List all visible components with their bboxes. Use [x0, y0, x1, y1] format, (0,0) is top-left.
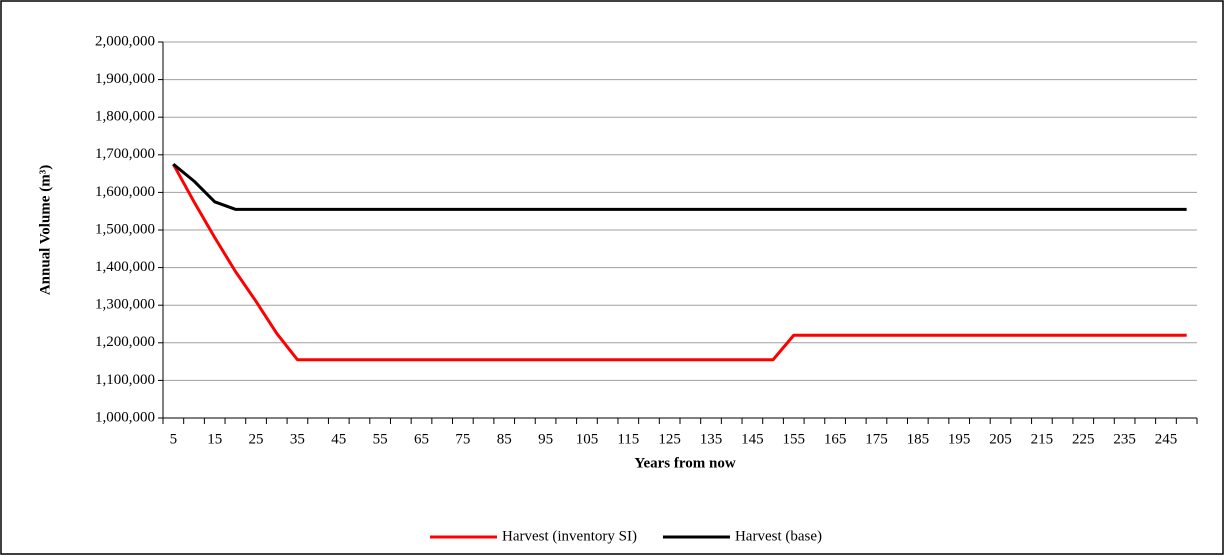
- x-tick-label: 115: [617, 431, 639, 447]
- y-tick-label: 1,200,000: [95, 334, 155, 350]
- x-tick-label: 95: [538, 431, 553, 447]
- x-tick-label: 235: [1113, 431, 1136, 447]
- x-tick-label: 35: [290, 431, 305, 447]
- x-tick-label: 145: [741, 431, 764, 447]
- x-axis-label: Years from now: [634, 455, 736, 471]
- series-line: [172, 163, 1187, 362]
- x-tick-label: 125: [658, 431, 681, 447]
- x-tick-label: 195: [948, 431, 971, 447]
- series-line: [172, 163, 1187, 211]
- x-tick-label: 105: [576, 431, 599, 447]
- x-tick-label: 85: [497, 431, 512, 447]
- x-tick-label: 25: [249, 431, 264, 447]
- x-tick-label: 215: [1031, 431, 1054, 447]
- y-tick-label: 1,900,000: [95, 71, 155, 87]
- legend-label: Harvest (inventory SI): [502, 528, 637, 544]
- legend-label: Harvest (base): [735, 528, 822, 544]
- x-tick-label: 135: [700, 431, 723, 447]
- x-tick-label: 65: [414, 431, 429, 447]
- y-tick-label: 1,700,000: [95, 146, 155, 162]
- x-tick-label: 185: [907, 431, 930, 447]
- x-tick-label: 165: [824, 431, 847, 447]
- y-tick-label: 1,800,000: [95, 109, 155, 125]
- y-tick-label: 1,600,000: [95, 184, 155, 200]
- x-tick-label: 225: [1072, 431, 1095, 447]
- x-tick-label: 5: [170, 431, 178, 447]
- y-tick-label: 1,000,000: [95, 409, 155, 425]
- x-tick-label: 245: [1155, 431, 1178, 447]
- x-tick-label: 155: [782, 431, 805, 447]
- x-tick-label: 15: [207, 431, 222, 447]
- y-tick-label: 1,100,000: [95, 372, 155, 388]
- x-tick-label: 55: [373, 431, 388, 447]
- x-tick-label: 205: [989, 431, 1012, 447]
- y-tick-label: 1,300,000: [95, 297, 155, 313]
- y-tick-label: 2,000,000: [95, 33, 155, 49]
- x-tick-label: 175: [865, 431, 888, 447]
- x-tick-label: 75: [455, 431, 470, 447]
- y-axis-label: Annual Volume (m³): [37, 165, 53, 295]
- y-tick-label: 1,500,000: [95, 221, 155, 237]
- y-tick-label: 1,400,000: [95, 259, 155, 275]
- x-tick-label: 45: [331, 431, 346, 447]
